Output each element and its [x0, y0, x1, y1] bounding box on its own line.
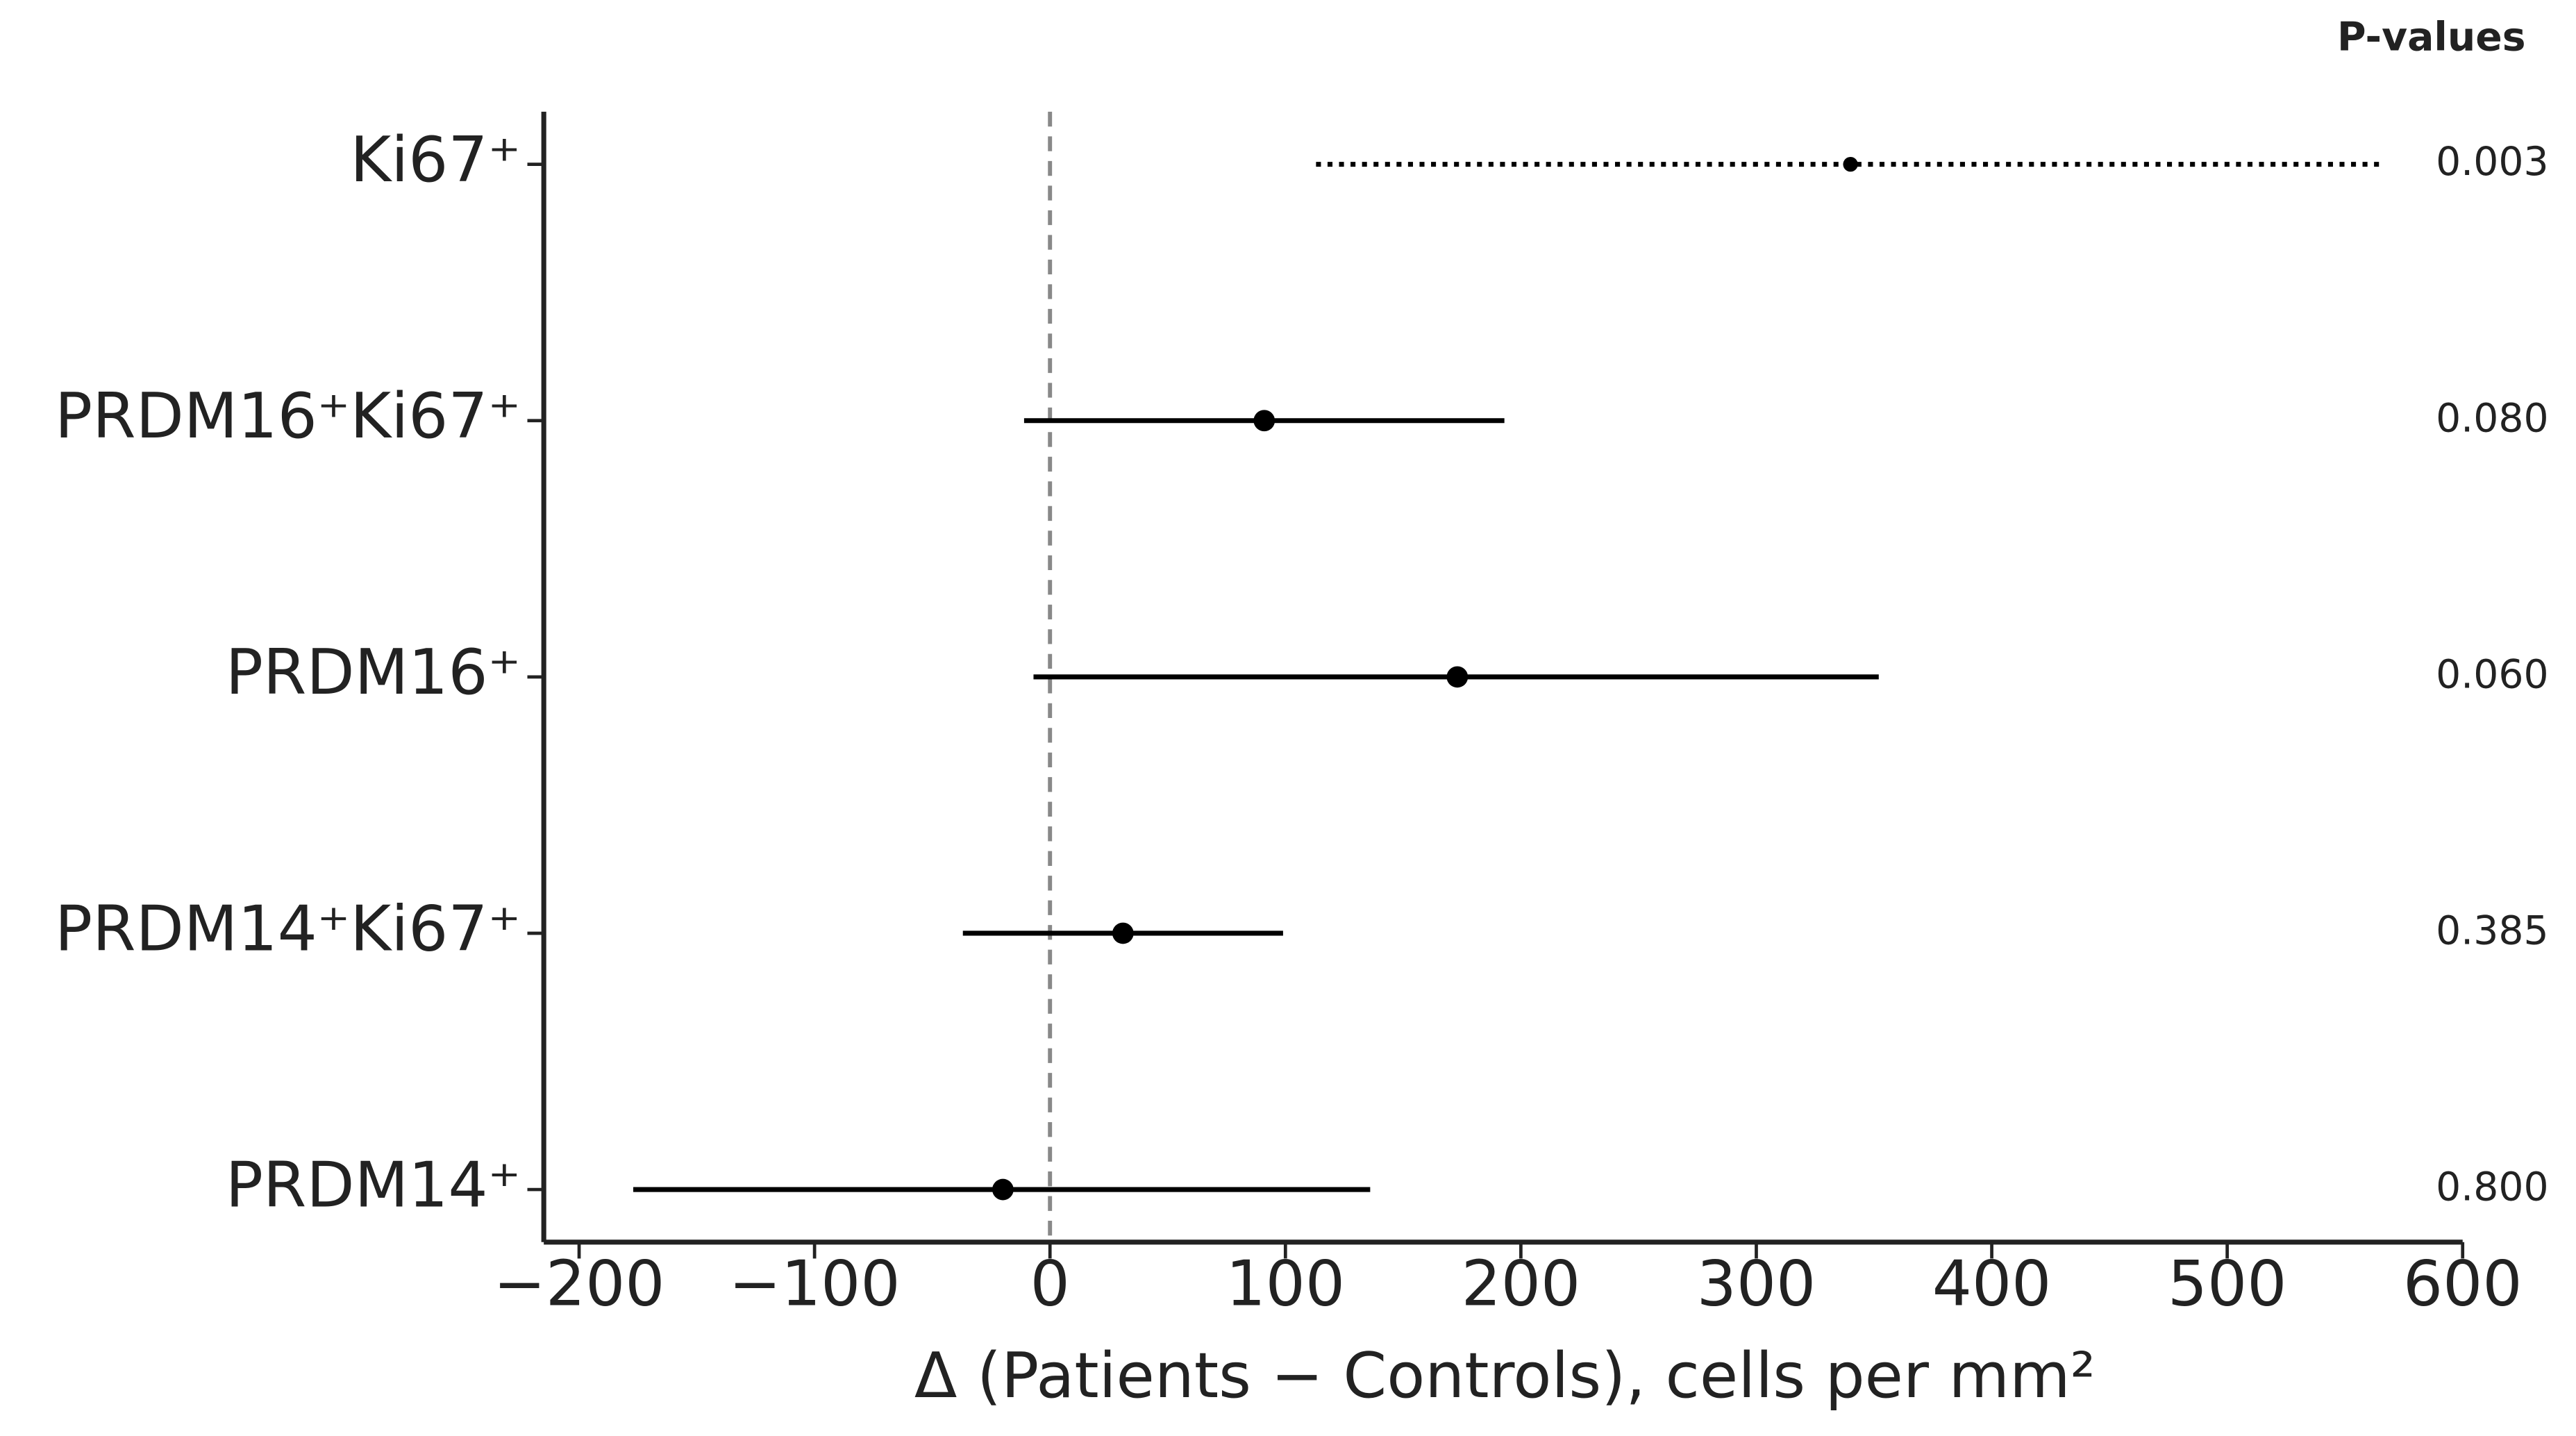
x-axis-label: Δ (Patients − Controls), cells per mm² [914, 1340, 2096, 1412]
point-estimate [1843, 156, 1858, 172]
point-estimate [992, 1178, 1014, 1201]
x-tick-label: 600 [2403, 1248, 2523, 1320]
p-value: 0.003 [2436, 139, 2549, 185]
x-tick-label: −100 [729, 1248, 901, 1320]
y-tick-label: Ki67⁺ [350, 124, 521, 197]
x-tick-label: −200 [494, 1248, 665, 1320]
p-value: 0.385 [2436, 908, 2549, 954]
x-tick-label: 500 [2168, 1248, 2287, 1320]
x-tick-label: 300 [1697, 1248, 1816, 1320]
y-tick-label: PRDM14⁺ [226, 1149, 521, 1221]
point-estimate [1446, 666, 1469, 688]
y-tick-label: PRDM14⁺Ki67⁺ [55, 893, 521, 965]
y-tick-label: PRDM16⁺Ki67⁺ [55, 381, 521, 453]
p-value: 0.080 [2436, 395, 2549, 441]
p-value: 0.800 [2436, 1164, 2549, 1210]
x-tick-label: 400 [1932, 1248, 2052, 1320]
point-estimate [1112, 922, 1134, 944]
point-estimate [1253, 410, 1276, 432]
x-tick-label: 0 [1030, 1248, 1070, 1320]
p-values-title: P-values [2337, 14, 2526, 60]
x-tick-label: 100 [1226, 1248, 1345, 1320]
y-tick-label: PRDM16⁺ [226, 637, 521, 709]
p-value: 0.060 [2436, 651, 2549, 697]
x-tick-label: 200 [1462, 1248, 1581, 1320]
